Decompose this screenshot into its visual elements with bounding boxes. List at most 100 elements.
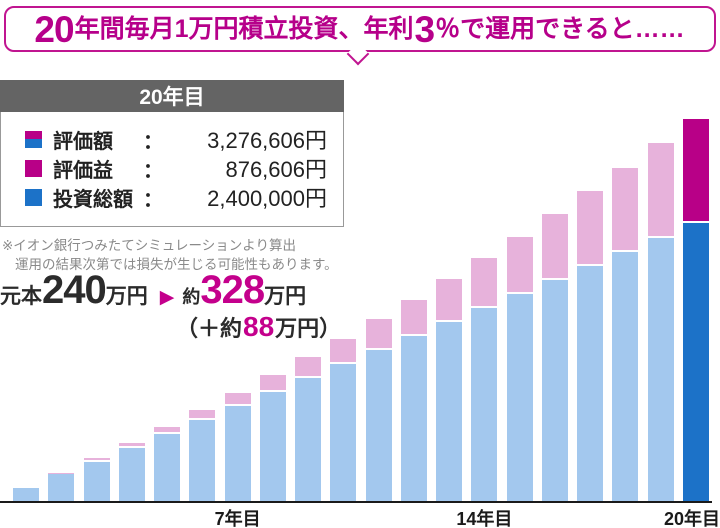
x-axis-label-year-20: 20年目 — [663, 509, 720, 528]
x-axis-label-year-14: 14年目 — [456, 509, 513, 528]
principal-amount: 240 — [42, 268, 107, 312]
gain-segment — [154, 426, 180, 432]
gain-segment — [83, 458, 110, 460]
bar-year-20 — [682, 119, 709, 502]
gain-segment — [259, 375, 286, 390]
bar-year-11 — [365, 319, 392, 502]
gain-segment — [506, 236, 533, 292]
bar-year-5 — [154, 426, 180, 502]
gain-segment — [647, 143, 674, 236]
panel-body: 評価額 ： 3,276,606円 評価益 ： 876,606円 投資総額 ： 2… — [0, 112, 344, 227]
result-summary: 元本 240 万円 ▶ 約 328 万円 （＋約 88 万円） — [0, 270, 341, 343]
bar-year-15 — [506, 236, 533, 502]
principal-segment — [224, 403, 251, 502]
bar-chart — [13, 119, 709, 502]
panel-header: 20年目 — [0, 80, 344, 112]
principal-segment — [330, 361, 357, 502]
bar-year-16 — [541, 214, 568, 502]
disclaimer-line2: 運用の結果次第では損失が生じる可能性もあります。 — [15, 257, 338, 272]
principal-segment — [471, 305, 498, 502]
bar-year-14 — [471, 258, 498, 502]
bar-year-6 — [189, 409, 216, 502]
principal-segment — [647, 235, 674, 502]
legend-row-principal: 投資総額 ： 2,400,000円 — [25, 185, 327, 211]
x-axis-line — [0, 501, 712, 503]
bar-year-17 — [577, 191, 603, 502]
gain-segment — [189, 409, 216, 418]
principal-segment — [400, 333, 427, 502]
principal-segment — [365, 347, 392, 502]
principal-segment — [83, 459, 110, 502]
swatch-bottom-half — [25, 139, 42, 148]
principal-segment — [259, 389, 286, 502]
principal-segment — [682, 221, 709, 502]
title-text-1: 年間毎月1万円積立投資、年利 — [74, 14, 414, 43]
principal-segment — [48, 473, 75, 502]
result-unit: 万円 — [264, 285, 307, 308]
legend-colon: ： — [143, 188, 163, 211]
legend-label: 評価額 — [53, 130, 113, 153]
legend-row-gain: 評価益 ： 876,606円 — [25, 156, 327, 182]
bar-year-1 — [13, 487, 39, 502]
bar-year-2 — [48, 473, 75, 502]
legend-value: 2,400,000円 — [207, 186, 327, 211]
principal-segment — [541, 277, 568, 502]
gain-segment — [224, 392, 251, 404]
gain-amount: 88 — [243, 311, 275, 342]
principal-segment — [295, 375, 321, 502]
approx-prefix: 約 — [182, 287, 201, 307]
bar-year-7 — [224, 392, 251, 502]
disclaimer-line1: ※イオン銀行つみたてシミュレーションより算出 — [2, 238, 297, 253]
bar-year-18 — [612, 167, 639, 502]
gain-segment — [118, 442, 145, 446]
swatch-top-half — [25, 130, 42, 139]
bar-year-12 — [400, 299, 427, 502]
gain-segment — [365, 319, 392, 348]
principal-segment — [189, 417, 216, 502]
x-axis-labels: 7年目 14年目 20年目 — [0, 505, 720, 528]
gain-segment — [612, 167, 639, 250]
gain-segment — [436, 279, 462, 320]
bar-year-4 — [118, 442, 145, 502]
year20-panel: 20年目 評価額 ： 3,276,606円 評価益 ： 876,606円 投資総… — [0, 80, 344, 227]
gain-segment — [295, 357, 321, 376]
principal-segment — [154, 431, 180, 502]
split-magenta-blue-swatch-icon — [25, 130, 42, 148]
result-amount: 328 — [200, 268, 265, 312]
blue-swatch-icon — [25, 188, 42, 206]
bar-year-10 — [330, 338, 357, 502]
principal-unit: 万円 — [105, 285, 148, 308]
gain-close: 万円） — [275, 316, 342, 341]
gain-segment — [400, 299, 427, 334]
legend-value: 3,276,606円 — [207, 128, 327, 153]
principal-prefix: 元本 — [0, 285, 42, 308]
principal-segment — [577, 263, 603, 502]
summary-line1: 元本 240 万円 ▶ 約 328 万円 — [0, 270, 341, 310]
bar-year-19 — [647, 143, 674, 502]
title-number-3: 3 — [414, 8, 435, 50]
arrow-right-icon: ▶ — [159, 287, 175, 308]
principal-segment — [118, 445, 145, 502]
legend-colon: ： — [143, 159, 163, 182]
magenta-swatch-icon — [25, 159, 42, 177]
legend-colon: ： — [143, 130, 163, 153]
title-text-2: ％で運用できると…… — [435, 14, 685, 43]
title-banner: 20 年間毎月1万円積立投資、年利 3 ％で運用できると…… — [4, 6, 716, 52]
bar-year-3 — [83, 458, 110, 502]
legend-label: 投資総額 — [53, 188, 133, 211]
gain-open: （＋約 — [176, 316, 243, 341]
gain-segment — [471, 258, 498, 306]
principal-segment — [13, 487, 39, 502]
x-axis-label-year-7: 7年目 — [214, 509, 261, 528]
principal-segment — [436, 319, 462, 502]
title-number-20: 20 — [34, 8, 74, 50]
bar-year-13 — [436, 279, 462, 502]
principal-segment — [612, 249, 639, 502]
gain-segment — [541, 214, 568, 278]
gain-segment — [682, 119, 709, 222]
gain-segment — [48, 473, 75, 474]
gain-segment — [577, 191, 603, 264]
summary-line2: （＋約 88 万円） — [176, 311, 341, 343]
legend-row-valuation: 評価額 ： 3,276,606円 — [25, 127, 327, 153]
